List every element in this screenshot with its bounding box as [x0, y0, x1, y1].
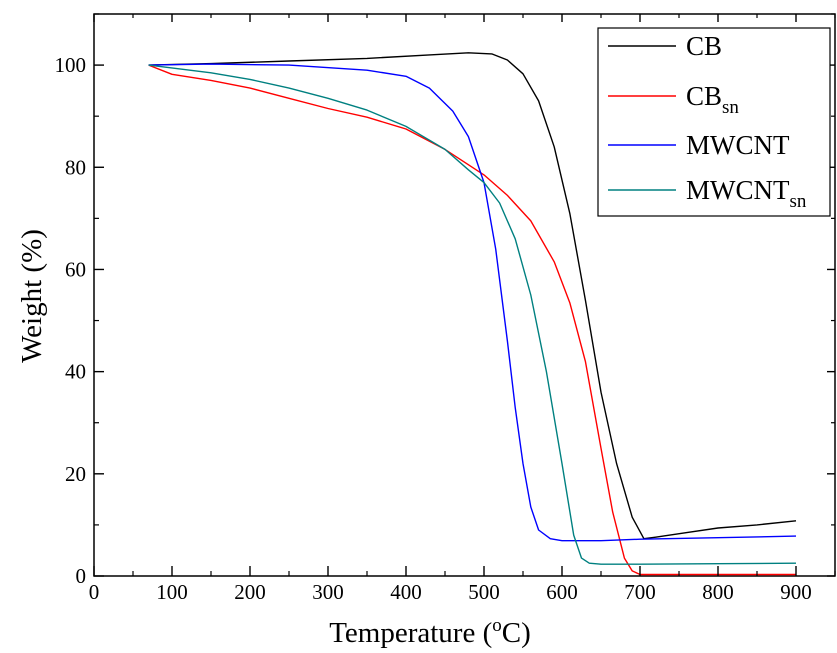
legend-label-mwcntsn: MWCNTsn — [686, 175, 807, 212]
x-tick-label: 100 — [156, 580, 188, 604]
series-line-cb — [148, 52, 797, 540]
y-tick-label: 60 — [65, 257, 86, 281]
x-axis-title: Temperature (oC) — [329, 615, 531, 649]
x-tick-label: 700 — [624, 580, 656, 604]
series-line-mwcnt — [148, 63, 797, 542]
x-axis-title-superscript: o — [492, 615, 502, 636]
x-tick-label: 400 — [390, 580, 422, 604]
x-axis-title-main: Temperature ( — [329, 617, 492, 649]
x-tick-label: 300 — [312, 580, 344, 604]
x-axis-title-tail: C) — [502, 617, 531, 649]
y-tick-label: 40 — [65, 360, 86, 384]
y-tick-label: 0 — [76, 564, 87, 588]
legend-label-mwcnt: MWCNT — [686, 130, 790, 160]
y-tick-label: 100 — [55, 53, 87, 77]
x-tick-label: 900 — [780, 580, 812, 604]
series-line-cbsn — [148, 64, 796, 576]
x-tick-label: 0 — [89, 580, 100, 604]
legend: CB CBsn MWCNT MWCNTsn — [597, 27, 831, 217]
x-tick-label: 800 — [702, 580, 734, 604]
axis-layer: 0 100 200 300 400 500 600 700 800 900 0 20 40 60 80 100 — [55, 13, 836, 604]
legend-label-cb: CB — [686, 31, 722, 61]
y-tick-label: 20 — [65, 462, 86, 486]
x-tick-label: 200 — [234, 580, 266, 604]
legend-label-cbsn: CBsn — [686, 81, 739, 118]
series-line-mwcntsn — [148, 64, 797, 565]
legend-box — [597, 27, 831, 217]
x-tick-label: 600 — [546, 580, 578, 604]
y-tick-label: 80 — [65, 155, 86, 179]
x-tick-label: 500 — [468, 580, 500, 604]
series-layer — [148, 52, 797, 576]
y-axis-title: Weight (%) — [16, 229, 48, 363]
